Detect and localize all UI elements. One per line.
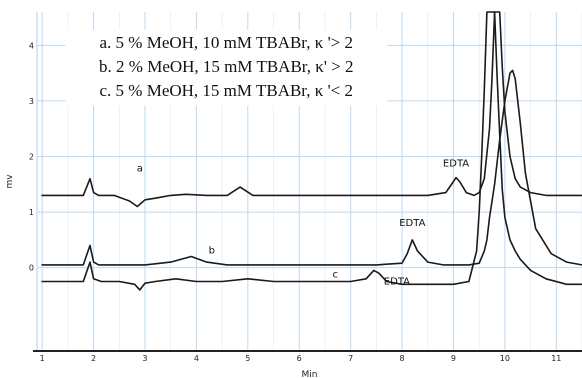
x-axis-title: Min	[302, 370, 318, 378]
legend-entry: a. 5 % MeOH, 10 mM TBABr, κ '> 2	[100, 33, 354, 52]
traces	[41, 11, 582, 291]
legend-entry: c. 5 % MeOH, 15 mM TBABr, κ '< 2	[100, 81, 354, 100]
y-tick-label: 2	[29, 152, 34, 161]
x-tick-label: 1	[40, 354, 45, 363]
series-label-c: c	[332, 270, 338, 281]
x-tick-label: 4	[194, 354, 199, 363]
annotation-edta: EDTA	[399, 218, 425, 229]
series-label-b: b	[209, 246, 215, 257]
x-tick-label: 11	[551, 354, 561, 363]
axes: 1 2 3 4 5 6 7 8 9 10 11 0 1 2 3 4 Min mv	[5, 12, 582, 378]
x-tick-label: 6	[297, 354, 302, 363]
x-tick-label: 9	[451, 354, 456, 363]
x-tick-label: 3	[142, 354, 147, 363]
legend-box	[65, 29, 388, 106]
series-line-c	[41, 11, 582, 291]
legend: a. 5 % MeOH, 10 mM TBABr, κ '> 2 b. 2 % M…	[65, 29, 388, 106]
x-tick-label: 7	[348, 354, 353, 363]
y-tick-label: 1	[29, 208, 34, 217]
x-tick-label: 2	[91, 354, 96, 363]
x-tick-label: 5	[245, 354, 250, 363]
series-line-b	[41, 69, 582, 266]
y-tick-label: 3	[29, 97, 34, 106]
labels: a b c EDTA EDTA EDTA	[137, 158, 470, 287]
y-tick-label: 4	[29, 41, 34, 50]
y-tick-label: 0	[29, 264, 34, 273]
x-tick-label: 8	[400, 354, 405, 363]
y-axis-title: mv	[5, 174, 15, 189]
x-tick-label: 10	[500, 354, 510, 363]
annotation-edta: EDTA	[384, 276, 410, 287]
legend-entry: b. 2 % MeOH, 15 mM TBABr, κ' > 2	[99, 57, 353, 76]
annotation-edta: EDTA	[443, 158, 469, 169]
series-line-a	[41, 11, 582, 208]
series-label-a: a	[137, 163, 143, 174]
